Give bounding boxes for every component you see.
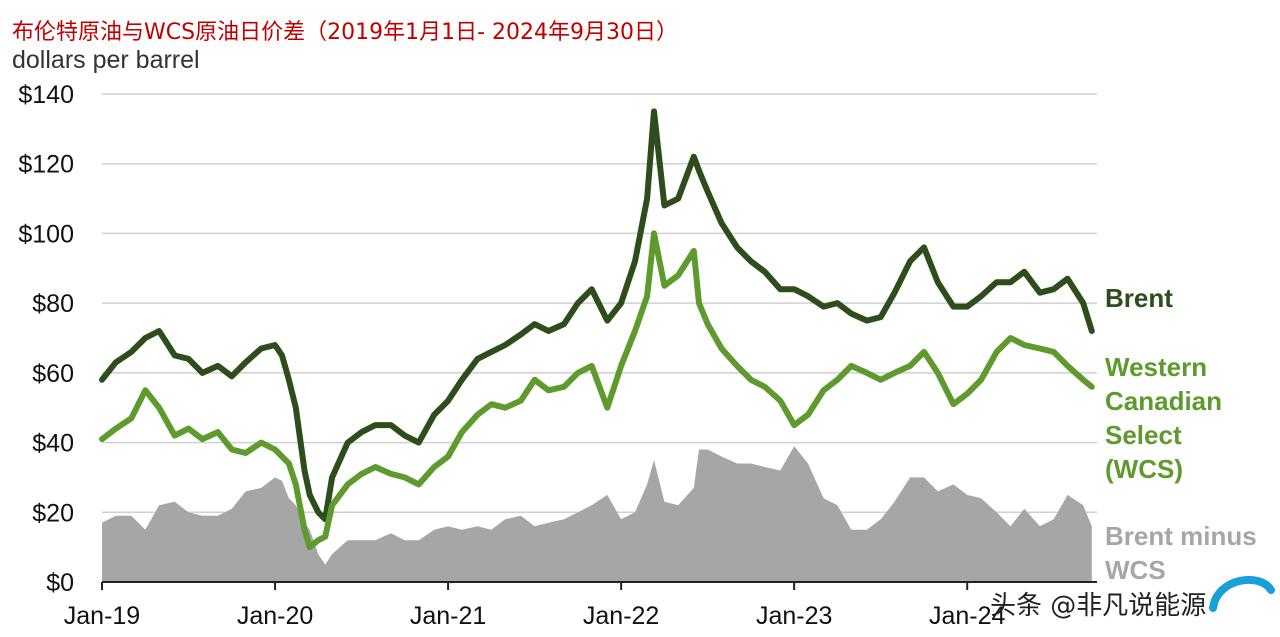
series-labels: Brent Western Canadian Select (WCS) Brent min… xyxy=(1105,283,1257,585)
y-tick-label: $100 xyxy=(18,220,74,248)
x-tick-label: Jan-22 xyxy=(583,602,659,630)
series-label-line: Brent minus xyxy=(1105,521,1257,551)
area-series xyxy=(102,446,1092,582)
line-series xyxy=(99,108,1095,551)
y-tick-label: $60 xyxy=(32,360,74,388)
x-tick-label: Jan-23 xyxy=(756,602,832,630)
chart-title: 布伦特原油与WCS原油日价差（2019年1月1日- 2024年9月30日） xyxy=(12,20,678,45)
x-tick-labels: Jan-19 Jan-20 Jan-21 Jan-22 Jan-23 Jan-24 xyxy=(64,602,1006,630)
area-brent-minus-wcs xyxy=(102,446,1092,582)
series-label-line: Canadian xyxy=(1105,386,1222,416)
y-tick-label: $120 xyxy=(18,151,74,179)
y-tick-labels: $0 $20 $40 $60 $80 $100 $120 $140 xyxy=(18,81,74,597)
series-label-line: Western xyxy=(1105,352,1207,382)
y-tick-label: $0 xyxy=(46,569,74,597)
series-label-line: WCS xyxy=(1105,555,1166,585)
line-brent xyxy=(99,108,1095,523)
y-tick-label: $140 xyxy=(18,81,74,109)
line-wcs xyxy=(99,230,1095,551)
series-label-line: Brent xyxy=(1105,283,1173,313)
y-tick-label: $40 xyxy=(32,430,74,458)
x-tick-label: Jan-21 xyxy=(410,602,486,630)
y-axis-unit: dollars per barrel xyxy=(12,46,200,74)
series-label-line: (WCS) xyxy=(1105,454,1183,484)
y-tick-label: $20 xyxy=(32,499,74,527)
x-tick-label: Jan-19 xyxy=(64,602,140,630)
x-tick-label: Jan-24 xyxy=(929,602,1006,630)
y-tick-label: $80 xyxy=(32,290,74,318)
x-tick-label: Jan-20 xyxy=(237,602,313,630)
series-label-line: Select xyxy=(1105,420,1182,450)
watermark-text: 头条 @非凡说能源 xyxy=(990,591,1207,621)
x-axis xyxy=(101,581,1097,590)
eia-logo-icon xyxy=(1209,575,1275,617)
